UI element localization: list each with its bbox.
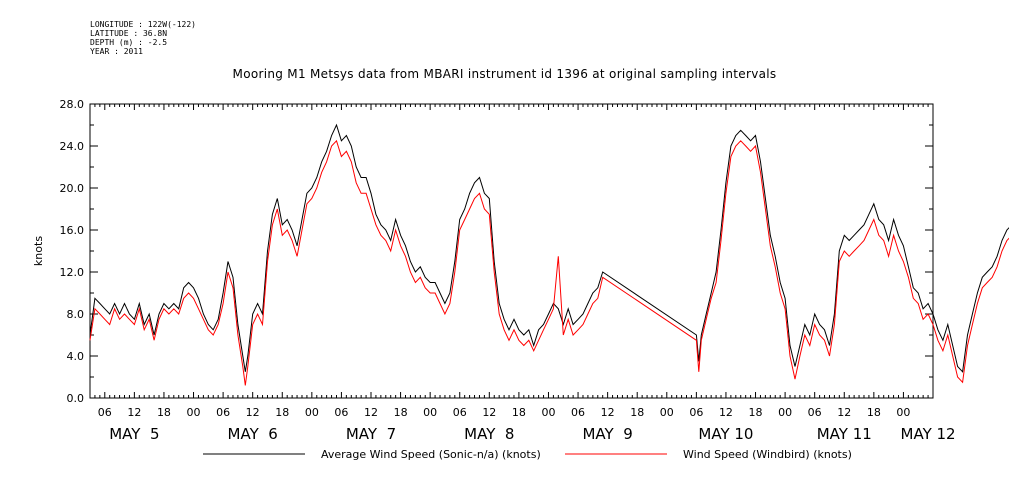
x-tick-label: 12 bbox=[127, 406, 141, 419]
y-tick-label: 12.0 bbox=[60, 266, 85, 279]
legend-label-average-wind-speed: Average Wind Speed (Sonic-n/a) (knots) bbox=[321, 448, 541, 461]
chart-title: Mooring M1 Metsys data from MBARI instru… bbox=[232, 67, 777, 81]
y-axis: 0.0 4.0 8.0 12.0 16.0 20.0 24.0 28.0 bbox=[60, 98, 933, 405]
x-tick-label: 00 bbox=[778, 406, 792, 419]
x-tick-label: 06 bbox=[334, 406, 348, 419]
y-tick-label: 24.0 bbox=[60, 140, 85, 153]
legend: Average Wind Speed (Sonic-n/a) (knots) W… bbox=[203, 448, 852, 461]
y-tick-label: 8.0 bbox=[67, 308, 85, 321]
y-tick-label: 20.0 bbox=[60, 182, 85, 195]
x-tick-label: 18 bbox=[749, 406, 763, 419]
x-day-label: MAY 9 bbox=[582, 425, 632, 443]
x-day-label: MAY 6 bbox=[228, 425, 278, 443]
x-day-label: MAY 12 bbox=[901, 425, 956, 443]
x-tick-label: 00 bbox=[660, 406, 674, 419]
year-text: YEAR : 2011 bbox=[90, 47, 143, 56]
x-tick-label: 06 bbox=[216, 406, 230, 419]
x-tick-label: 12 bbox=[601, 406, 615, 419]
x-tick-label: 18 bbox=[630, 406, 644, 419]
x-tick-label: 18 bbox=[157, 406, 171, 419]
series-average-wind-speed bbox=[89, 123, 1009, 373]
x-tick-label: 18 bbox=[394, 406, 408, 419]
x-tick-label: 12 bbox=[837, 406, 851, 419]
x-tick-label: 06 bbox=[98, 406, 112, 419]
x-tick-label: 18 bbox=[867, 406, 881, 419]
x-tick-label: 00 bbox=[541, 406, 555, 419]
x-tick-label: 06 bbox=[571, 406, 585, 419]
y-tick-label: 16.0 bbox=[60, 224, 85, 237]
x-tick-label: 06 bbox=[808, 406, 822, 419]
series-windbird-wind-speed bbox=[89, 139, 1009, 386]
y-axis-label: knots bbox=[32, 236, 45, 266]
legend-label-windbird-wind-speed: Wind Speed (Windbird) (knots) bbox=[683, 448, 852, 461]
x-axis: 06 12 18 00 06 12 18 00 06 12 18 00 06 12 18 00 06 12 18 00… bbox=[89, 104, 956, 443]
x-tick-label: 00 bbox=[896, 406, 910, 419]
y-tick-label: 28.0 bbox=[60, 98, 85, 111]
x-tick-label: 12 bbox=[364, 406, 378, 419]
x-tick-label: 12 bbox=[482, 406, 496, 419]
depth-text: DEPTH (m) : -2.5 bbox=[90, 38, 168, 47]
x-tick-label: 12 bbox=[719, 406, 733, 419]
y-tick-label: 4.0 bbox=[67, 350, 85, 363]
y-tick-label: 0.0 bbox=[67, 392, 85, 405]
x-day-label: MAY 5 bbox=[109, 425, 159, 443]
x-tick-label: 12 bbox=[246, 406, 260, 419]
x-day-label: MAY 7 bbox=[346, 425, 396, 443]
x-tick-label: 00 bbox=[423, 406, 437, 419]
series-layer bbox=[89, 123, 1009, 386]
plot-frame bbox=[89, 103, 934, 399]
x-day-label: MAY 11 bbox=[817, 425, 872, 443]
x-tick-label: 06 bbox=[453, 406, 467, 419]
x-tick-label: 00 bbox=[187, 406, 201, 419]
x-tick-label: 18 bbox=[275, 406, 289, 419]
x-day-label: MAY 8 bbox=[464, 425, 514, 443]
x-tick-label: 00 bbox=[305, 406, 319, 419]
x-tick-label: 06 bbox=[689, 406, 703, 419]
latitude-text: LATITUDE : 36.8N bbox=[90, 29, 168, 38]
x-tick-label: 18 bbox=[512, 406, 526, 419]
metadata-block: LONGITUDE : 122W(-122) LATITUDE : 36.8N DE… bbox=[90, 20, 196, 56]
x-day-label: MAY 10 bbox=[698, 425, 753, 443]
longitude-text: LONGITUDE : 122W(-122) bbox=[90, 20, 196, 29]
